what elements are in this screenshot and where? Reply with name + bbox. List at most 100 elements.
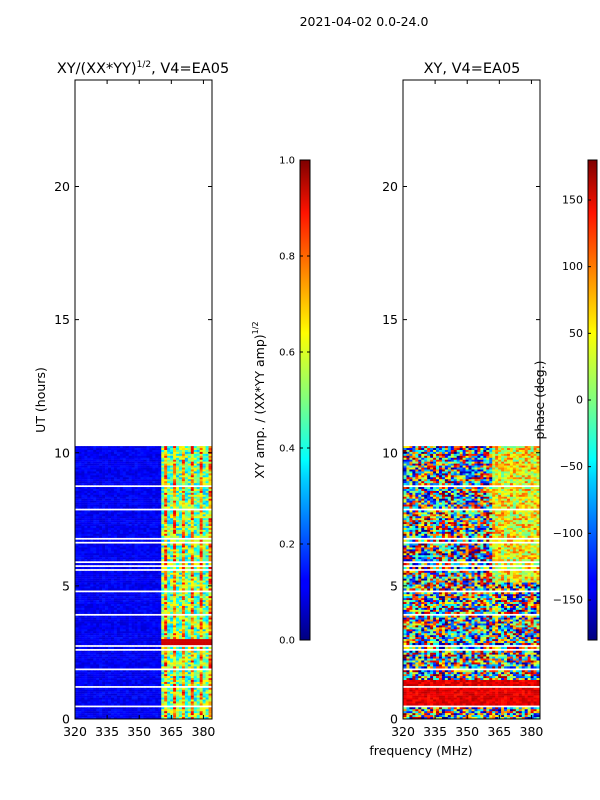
heatmap-cell (116, 633, 121, 636)
heatmap-cell (84, 547, 88, 550)
heatmap-cell (196, 646, 200, 650)
heatmap-cell (173, 656, 177, 659)
heatmap-cell (84, 574, 88, 577)
heatmap-cell (108, 455, 112, 458)
heatmap-cell (199, 453, 203, 457)
heatmap-cell (146, 635, 150, 638)
heatmap-cell (146, 680, 150, 683)
heatmap-cell (173, 555, 177, 558)
heatmap-cell (90, 627, 94, 630)
heatmap-cell (122, 467, 127, 470)
heatmap-cell (152, 641, 156, 644)
heatmap-cell (196, 514, 200, 517)
heatmap-cell (137, 496, 141, 499)
heatmap-cell (93, 490, 97, 494)
heatmap-cell (96, 664, 100, 667)
heatmap-cell (122, 516, 127, 519)
heatmap-cell (205, 463, 209, 466)
heatmap-cell (161, 670, 165, 673)
heatmap-cell (167, 570, 171, 573)
heatmap-cell (208, 594, 212, 597)
heatmap-cell (181, 646, 186, 650)
heatmap-cell (93, 623, 97, 626)
heatmap-cell (90, 524, 94, 527)
heatmap-cell (173, 584, 177, 587)
heatmap-cell (187, 551, 192, 554)
heatmap-cell (110, 549, 115, 552)
heatmap-cell (125, 467, 130, 470)
heatmap-cell (161, 465, 165, 468)
heatmap-cell (105, 621, 109, 624)
heatmap-cell (108, 602, 112, 605)
heatmap-cell (173, 559, 177, 562)
heatmap-cell (176, 543, 180, 546)
heatmap-cell (96, 504, 100, 507)
heatmap-cell (140, 666, 144, 669)
heatmap-cell (105, 617, 109, 620)
heatmap-cell (155, 549, 159, 552)
heatmap-cell (202, 520, 206, 523)
heatmap-cell (99, 514, 103, 517)
heatmap-cell (184, 555, 189, 558)
heatmap-cell (140, 656, 144, 659)
heatmap-cell (161, 641, 165, 644)
heatmap-cell (110, 539, 115, 542)
heatmap-cell (158, 500, 162, 503)
heatmap-cell (146, 492, 150, 496)
heatmap-cell (170, 617, 174, 620)
heatmap-cell (176, 471, 180, 474)
heatmap-cell (146, 481, 150, 484)
heatmap-cell (152, 574, 156, 577)
heatmap-cell (143, 514, 147, 517)
heatmap-cell (164, 629, 168, 632)
heatmap-cell (81, 600, 85, 603)
heatmap-cell (113, 531, 118, 535)
heatmap-cell (96, 465, 100, 468)
heatmap-cell (193, 488, 198, 492)
heatmap-cell (205, 635, 209, 638)
heatmap-cell (143, 498, 147, 501)
heatmap-cell (178, 453, 183, 457)
heatmap-cell (102, 461, 106, 464)
heatmap-cell (146, 672, 150, 675)
heatmap-cell (184, 514, 189, 517)
heatmap-cell (184, 641, 189, 644)
heatmap-cell (134, 641, 138, 644)
heatmap-cell (137, 580, 141, 583)
heatmap-cell (143, 539, 147, 542)
heatmap-cell (152, 680, 156, 683)
heatmap-cell (78, 582, 82, 585)
heatmap-cell (170, 678, 174, 681)
heatmap-cell (108, 623, 112, 626)
heatmap-cell (102, 516, 106, 519)
heatmap-cell (102, 672, 106, 675)
heatmap-cell (205, 510, 209, 513)
heatmap-cell (199, 526, 203, 529)
heatmap-cell (81, 518, 85, 521)
heatmap-cell (87, 641, 91, 644)
heatmap-cell (155, 520, 159, 523)
heatmap-cell (143, 487, 147, 490)
heatmap-cell (125, 563, 130, 566)
heatmap-cell (152, 490, 156, 494)
heatmap-cell (96, 592, 100, 595)
heatmap-cell (176, 594, 180, 597)
heatmap-cell (75, 448, 79, 451)
heatmap-cell (167, 619, 171, 622)
heatmap-cell (116, 625, 121, 628)
heatmap-cell (122, 545, 127, 548)
heatmap-cell (78, 446, 82, 449)
heatmap-cell (125, 586, 130, 589)
heatmap-cell (143, 621, 147, 624)
heatmap-cell (119, 563, 124, 566)
heatmap-cell (137, 533, 141, 536)
heatmap-cell (128, 574, 132, 577)
heatmap-cell (90, 650, 94, 653)
heatmap-cell (140, 494, 144, 497)
heatmap-cell (105, 526, 109, 529)
heatmap-cell (108, 516, 112, 519)
heatmap-cell (99, 512, 103, 515)
heatmap-cell (105, 453, 109, 457)
heatmap-cell (96, 578, 100, 581)
heatmap-cell (96, 457, 100, 460)
